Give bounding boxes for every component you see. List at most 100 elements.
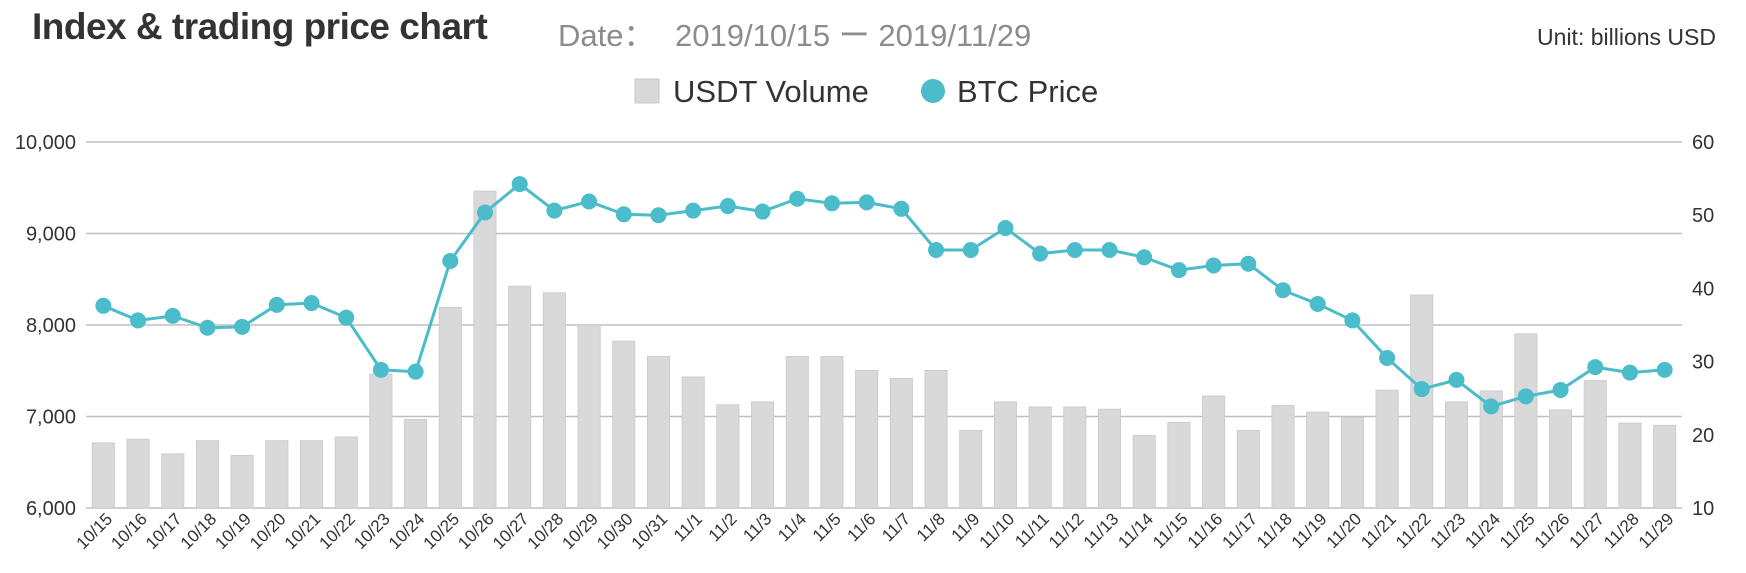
volume-bar	[1375, 389, 1399, 509]
right-axis-tick-label: 10	[1692, 498, 1714, 520]
unit-label: Unit: billions USD	[1537, 24, 1716, 50]
volume-bar	[438, 307, 462, 509]
price-point	[962, 241, 979, 258]
price-point	[1309, 295, 1326, 312]
price-point	[130, 312, 147, 329]
volume-bar	[1340, 416, 1364, 509]
volume-bar	[1618, 422, 1642, 509]
chart-legend: USDT Volume BTC Price	[634, 74, 1098, 109]
price-point	[511, 176, 528, 193]
price-point	[268, 296, 285, 313]
volume-bar	[91, 442, 115, 509]
price-point	[442, 252, 459, 269]
price-point	[615, 206, 632, 223]
price-point	[1032, 245, 1049, 262]
x-axis-tick-label: 11/25	[1496, 509, 1539, 552]
right-axis-tick-label: 40	[1692, 278, 1714, 300]
right-axis-tick-label: 50	[1692, 205, 1714, 227]
volume-bar	[820, 356, 844, 509]
price-point	[719, 198, 736, 215]
price-point	[407, 363, 424, 380]
volume-bar	[1098, 408, 1122, 509]
volume-bar	[1028, 406, 1052, 509]
x-axis-tick-label: 11/13	[1080, 509, 1123, 552]
x-axis-tick-label: 11/14	[1114, 509, 1157, 552]
x-axis-tick-label: 11/23	[1427, 509, 1470, 552]
grid-lines	[86, 141, 1682, 509]
price-point	[164, 307, 181, 324]
x-axis-tick-label: 10/19	[211, 509, 255, 553]
volume-bar	[300, 440, 324, 509]
x-axis-tick-label: 11/6	[844, 509, 880, 545]
price-point	[1240, 255, 1257, 272]
price-point	[1101, 241, 1118, 258]
volume-bar	[1444, 401, 1468, 509]
volume-bar	[265, 440, 289, 509]
volume-bar	[785, 356, 809, 509]
left-axis: 10,000 9,000 8,000 7,000 6,000	[15, 132, 76, 520]
volume-bar	[1236, 430, 1260, 509]
volume-bars	[91, 190, 1677, 509]
volume-bar	[1306, 411, 1330, 509]
price-point	[372, 361, 389, 378]
price-point	[1621, 364, 1638, 381]
chart-title: Index & trading price chart	[32, 6, 488, 47]
x-axis-tick-label: 11/20	[1323, 509, 1366, 552]
price-point	[1448, 371, 1465, 388]
x-axis-tick-label: 10/23	[350, 509, 394, 553]
date-label: Date：	[558, 18, 655, 53]
legend-swatch-usdt-volume	[634, 78, 660, 104]
volume-bar	[369, 373, 393, 509]
x-axis-tick-label: 11/19	[1288, 509, 1331, 552]
volume-bar	[681, 376, 705, 509]
x-axis-tick-label: 11/17	[1219, 509, 1262, 552]
volume-bar	[716, 404, 740, 509]
x-axis-tick-label: 11/1	[670, 509, 706, 545]
x-axis-tick-label: 11/22	[1392, 509, 1435, 552]
x-axis-tick-label: 11/26	[1531, 509, 1574, 552]
x-axis-tick-label: 10/24	[385, 509, 429, 553]
price-line	[95, 176, 1673, 415]
price-point	[754, 203, 771, 220]
x-axis: 10/1510/1610/1710/1810/1910/2010/2110/22…	[73, 509, 1678, 553]
legend-label-btc-price: BTC Price	[957, 74, 1098, 109]
left-axis-tick-label: 10,000	[15, 132, 76, 154]
x-axis-tick-label: 11/21	[1357, 509, 1400, 552]
price-point	[1517, 388, 1534, 405]
volume-bar	[646, 356, 670, 509]
volume-bar	[889, 378, 913, 509]
legend-swatch-btc-price	[921, 79, 945, 103]
price-point	[928, 241, 945, 258]
x-axis-tick-label: 11/29	[1635, 509, 1678, 552]
price-point	[581, 193, 598, 210]
x-axis-tick-label: 10/21	[281, 509, 325, 553]
x-axis-tick-label: 11/4	[774, 509, 810, 545]
right-axis-tick-label: 30	[1692, 352, 1714, 374]
volume-bar	[1132, 435, 1156, 509]
price-point	[650, 207, 667, 224]
left-axis-tick-label: 6,000	[26, 498, 76, 520]
right-axis: 60 50 40 30 20 10	[1692, 132, 1714, 520]
volume-bar	[855, 369, 879, 509]
x-axis-tick-label: 10/22	[316, 509, 360, 553]
x-axis-tick-label: 10/18	[177, 509, 221, 553]
price-point	[1066, 241, 1083, 258]
x-axis-tick-label: 11/2	[705, 509, 741, 545]
legend-label-usdt-volume: USDT Volume	[673, 74, 869, 109]
price-point	[789, 190, 806, 207]
x-axis-tick-label: 10/17	[142, 509, 186, 553]
date-range: 2019/10/15 ー 2019/11/29	[675, 18, 1032, 53]
volume-bar	[1479, 390, 1503, 509]
volume-bar	[473, 190, 497, 509]
price-point	[1344, 312, 1361, 329]
price-line-path	[102, 182, 1665, 409]
price-point	[234, 318, 251, 335]
volume-bar	[126, 438, 150, 509]
x-axis-tick-label: 11/15	[1149, 509, 1192, 552]
left-axis-tick-label: 9,000	[26, 224, 76, 246]
price-point	[546, 202, 563, 219]
left-axis-tick-label: 7,000	[26, 407, 76, 429]
price-point	[997, 220, 1014, 237]
